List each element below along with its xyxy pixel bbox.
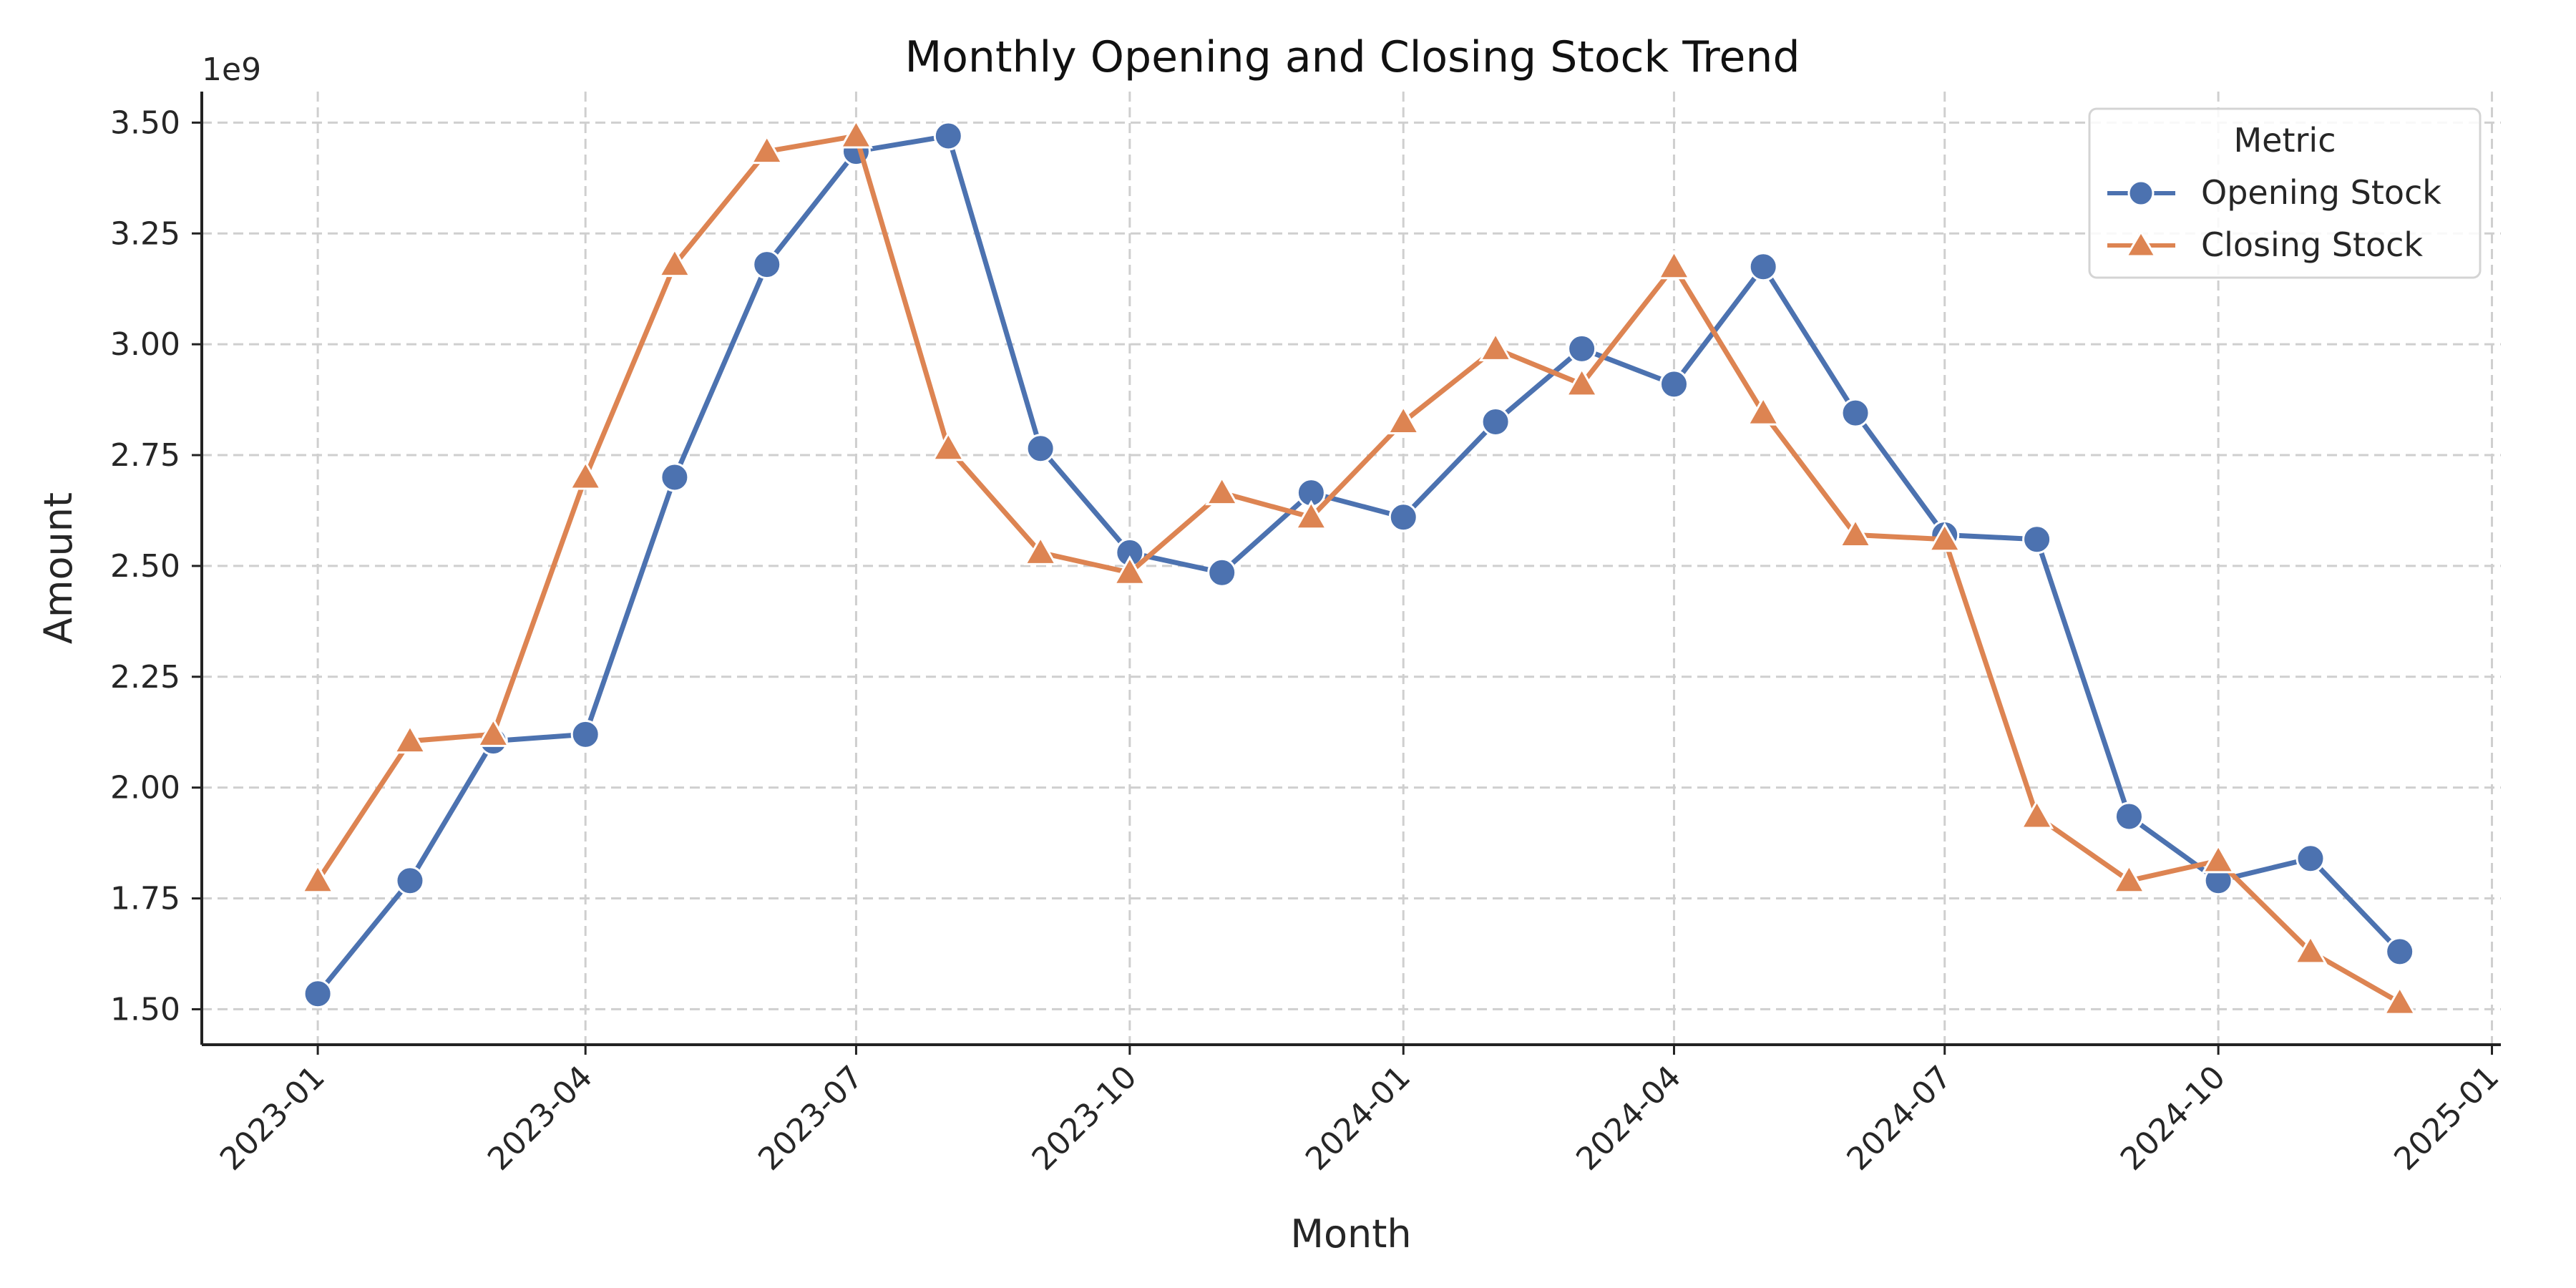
series-line-closing-stock	[315, 133, 2403, 1005]
data-point-closing-stock	[2201, 843, 2235, 874]
data-point-closing-stock	[1478, 331, 1513, 361]
data-point-closing-stock	[2383, 985, 2417, 1015]
data-point-closing-stock	[839, 118, 874, 149]
x-axis-label: Month	[1290, 1211, 1411, 1257]
x-tick-label: 2024-10	[2114, 1059, 2233, 1178]
data-point-opening-stock	[1840, 398, 1870, 428]
data-point-closing-stock	[931, 431, 965, 462]
data-point-opening-stock	[303, 979, 333, 1009]
data-point-closing-stock	[658, 247, 692, 278]
data-point-opening-stock	[2114, 801, 2144, 831]
x-tick-label: 2024-01	[1299, 1059, 1418, 1178]
data-point-closing-stock	[750, 134, 784, 165]
legend-label-closing-stock: Closing Stock	[2201, 225, 2423, 264]
legend-entry-closing-stock: Closing Stock	[2107, 225, 2423, 264]
y-tick-label: 1.50	[110, 991, 180, 1028]
data-point-closing-stock	[2112, 863, 2147, 894]
data-point-closing-stock	[393, 723, 427, 754]
data-point-opening-stock	[570, 719, 600, 749]
data-point-closing-stock	[1565, 366, 1599, 397]
y-tick-label: 3.25	[110, 215, 180, 252]
data-point-closing-stock	[1657, 249, 1692, 280]
data-point-closing-stock	[1205, 475, 1239, 506]
series-layer	[301, 118, 2417, 1015]
data-point-opening-stock	[752, 250, 782, 280]
legend-label-opening-stock: Opening Stock	[2201, 173, 2441, 212]
data-point-opening-stock	[1207, 557, 1237, 587]
data-point-opening-stock	[2296, 844, 2326, 874]
legend-box	[2088, 107, 2482, 279]
x-tick-label: 2023-04	[481, 1059, 600, 1178]
data-point-closing-stock	[568, 459, 602, 490]
data-point-closing-stock	[476, 717, 510, 747]
data-point-closing-stock	[1746, 396, 1780, 426]
y-axis-label: Amount	[36, 492, 81, 644]
y-axis-ticks: 1.50 1.75 2.00 2.25 2.50 2.75 3.00 3.25 3.50	[110, 104, 202, 1028]
legend: Metric Opening Stock Closing Stock	[2088, 107, 2482, 279]
data-point-closing-stock	[1294, 499, 1328, 530]
x-axis-ticks: 2023-01 2023-04 2023-07 2023-10 2024-01 2024-…	[213, 1045, 2506, 1178]
y-tick-label: 1.75	[110, 881, 180, 917]
y-tick-label: 3.00	[110, 326, 180, 363]
data-point-opening-stock	[660, 462, 690, 492]
data-point-closing-stock	[1113, 555, 1147, 585]
legend-triangle-marker-icon	[2124, 230, 2157, 258]
data-point-opening-stock	[1480, 407, 1511, 437]
data-point-opening-stock	[1567, 333, 1597, 364]
data-point-closing-stock	[2020, 799, 2054, 829]
data-point-opening-stock	[1388, 502, 1418, 532]
legend-circle-marker-icon	[2127, 180, 2155, 207]
data-point-closing-stock	[1023, 535, 1058, 565]
y-tick-label: 2.50	[110, 548, 180, 585]
y-axis-offset-label: 1e9	[202, 52, 261, 88]
x-tick-label: 2025-01	[2387, 1059, 2506, 1178]
data-point-opening-stock	[2022, 525, 2052, 555]
data-point-closing-stock	[301, 863, 335, 894]
legend-title: Metric	[2233, 121, 2336, 160]
x-tick-label: 2023-01	[213, 1059, 332, 1178]
data-point-closing-stock	[1386, 404, 1420, 435]
x-tick-label: 2023-07	[751, 1059, 870, 1178]
data-point-closing-stock	[1928, 522, 1962, 552]
chart-title: Monthly Opening and Closing Stock Trend	[904, 32, 1800, 82]
data-point-opening-stock	[395, 866, 425, 896]
data-point-opening-stock	[1659, 369, 1689, 399]
y-tick-label: 2.25	[110, 659, 180, 696]
y-tick-label: 3.50	[110, 104, 180, 141]
y-tick-label: 2.75	[110, 437, 180, 474]
data-point-opening-stock	[1748, 252, 1778, 282]
data-point-closing-stock	[1838, 517, 1873, 548]
x-tick-label: 2024-04	[1569, 1059, 1688, 1178]
data-point-opening-stock	[1025, 434, 1055, 464]
series-line-opening-stock	[315, 133, 2403, 997]
y-tick-label: 2.00	[110, 770, 180, 806]
x-tick-label: 2023-10	[1025, 1059, 1144, 1178]
data-point-opening-stock	[933, 121, 963, 151]
x-tick-label: 2024-07	[1840, 1059, 1958, 1178]
legend-entry-opening-stock: Opening Stock	[2107, 173, 2441, 212]
data-point-closing-stock	[2293, 934, 2328, 965]
data-point-opening-stock	[2385, 937, 2415, 967]
